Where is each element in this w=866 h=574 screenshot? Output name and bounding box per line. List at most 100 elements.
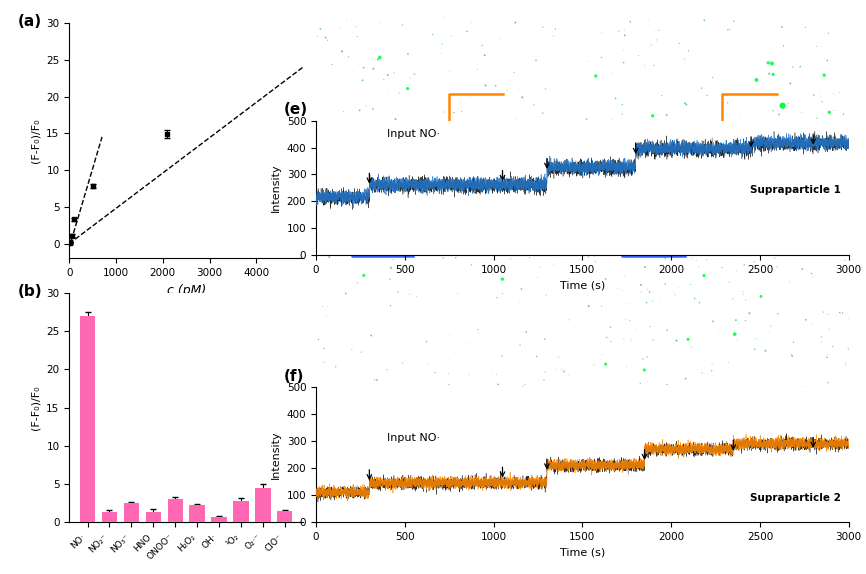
Point — [381, 35, 395, 44]
Point — [734, 154, 747, 164]
Point — [605, 226, 619, 235]
Point — [722, 156, 736, 165]
Point — [830, 363, 844, 373]
Point — [394, 156, 408, 165]
Point — [319, 33, 333, 42]
Point — [817, 308, 830, 317]
Point — [605, 68, 619, 77]
Point — [689, 149, 703, 158]
Point — [662, 301, 675, 311]
Point — [322, 253, 336, 262]
Point — [652, 26, 666, 35]
Point — [448, 249, 462, 258]
Point — [466, 126, 480, 135]
Point — [390, 181, 404, 191]
Point — [539, 367, 553, 377]
Point — [620, 248, 634, 257]
Point — [440, 65, 454, 75]
Point — [397, 155, 410, 164]
Point — [763, 208, 777, 217]
Point — [346, 234, 360, 243]
Text: 0: 0 — [680, 356, 685, 365]
Point — [808, 167, 822, 176]
Point — [428, 368, 442, 377]
Point — [786, 338, 800, 347]
Point — [658, 280, 672, 289]
Point — [611, 26, 625, 36]
Text: (a): (a) — [18, 14, 42, 29]
Point — [624, 142, 638, 151]
Point — [623, 299, 637, 308]
Point — [825, 70, 839, 79]
Point — [780, 30, 794, 39]
Point — [818, 71, 831, 80]
Point — [328, 322, 342, 331]
Point — [767, 385, 781, 394]
Point — [676, 235, 690, 245]
Point — [318, 331, 332, 340]
Point — [810, 114, 824, 123]
Point — [462, 91, 476, 100]
Point — [841, 344, 855, 354]
Point — [371, 183, 385, 192]
Y-axis label: (F-F₀)/F₀: (F-F₀)/F₀ — [31, 118, 41, 163]
Point — [561, 371, 575, 380]
Point — [527, 100, 541, 110]
Point — [821, 159, 835, 168]
Point — [726, 123, 740, 132]
Point — [403, 352, 417, 361]
Point — [633, 379, 647, 388]
Point — [700, 255, 714, 264]
Point — [401, 49, 415, 59]
Point — [430, 87, 443, 96]
Point — [338, 130, 352, 139]
Point — [357, 63, 371, 72]
Point — [683, 280, 697, 289]
Point — [680, 100, 694, 109]
Point — [688, 294, 701, 303]
Point — [727, 123, 741, 133]
Point — [366, 104, 380, 114]
Point — [643, 217, 657, 226]
Point — [414, 247, 428, 257]
Point — [700, 200, 714, 210]
Point — [546, 259, 560, 269]
Point — [536, 108, 550, 118]
Text: Input NO·: Input NO· — [387, 129, 440, 139]
Point — [795, 265, 809, 274]
Point — [706, 176, 720, 185]
Point — [381, 71, 395, 80]
Point — [839, 202, 853, 211]
Point — [382, 84, 396, 94]
Point — [595, 29, 609, 38]
Point — [781, 98, 795, 107]
Point — [739, 316, 753, 325]
Point — [471, 325, 485, 334]
Point — [727, 245, 740, 254]
Point — [796, 383, 810, 392]
Point — [645, 296, 659, 305]
Point — [371, 55, 385, 64]
Y-axis label: (F-F₀)/F₀: (F-F₀)/F₀ — [31, 385, 41, 430]
Point — [545, 150, 559, 160]
Point — [656, 234, 669, 243]
Point — [583, 28, 597, 37]
Point — [648, 238, 662, 247]
Point — [637, 366, 651, 375]
Point — [365, 331, 378, 340]
Point — [724, 96, 738, 106]
Point — [462, 152, 476, 161]
Point — [772, 110, 785, 119]
Point — [472, 329, 486, 338]
Point — [581, 253, 595, 262]
Point — [736, 388, 750, 397]
Text: 0: 0 — [408, 356, 413, 365]
Point — [660, 380, 674, 389]
Point — [796, 308, 810, 317]
Point — [541, 98, 555, 107]
Point — [462, 370, 475, 379]
Point — [653, 247, 667, 256]
Point — [785, 63, 799, 72]
Point — [620, 214, 634, 223]
Point — [641, 377, 655, 386]
